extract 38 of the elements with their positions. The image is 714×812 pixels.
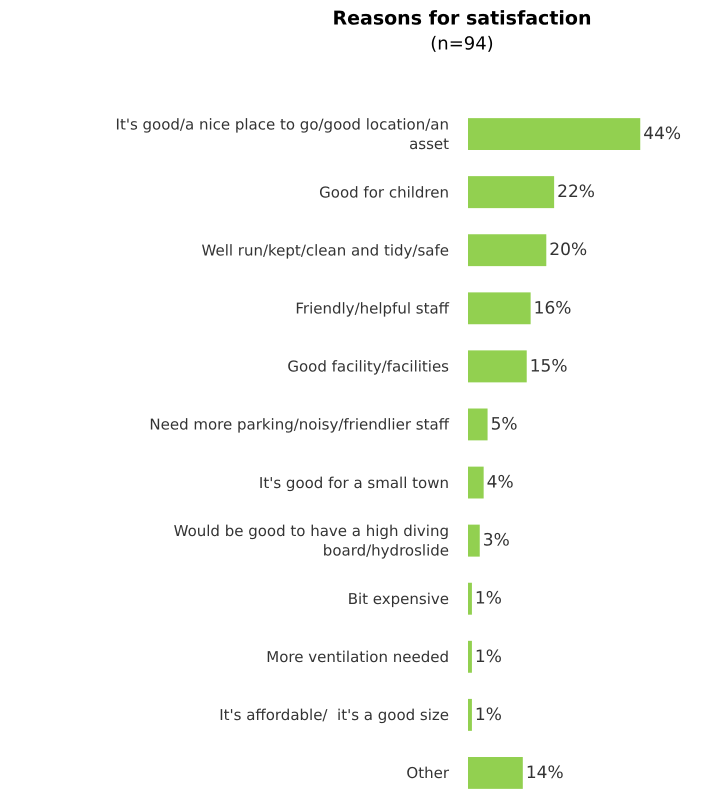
y-tick-label: Friendly/helpful staff [295, 300, 450, 318]
bar [468, 176, 554, 208]
bar [468, 582, 472, 615]
y-tick-label: Would be good to have a high diving board/hydroslide [174, 522, 449, 560]
data-label: 1% [474, 646, 502, 667]
bar [468, 118, 640, 150]
y-tick-label: Good for children [319, 183, 449, 202]
chart-subtitle: (n=94) [430, 33, 494, 54]
data-label: 3% [482, 530, 510, 551]
y-tick-label: Bit expensive [348, 590, 449, 608]
y-tick-label: Other [406, 764, 450, 782]
data-label: 20% [549, 240, 588, 260]
y-tick-label: Good facility/facilities [287, 358, 450, 376]
data-label: 15% [530, 356, 568, 376]
data-label: 5% [490, 414, 518, 434]
bar [468, 350, 527, 382]
data-label: 1% [474, 704, 502, 725]
data-label: 14% [526, 762, 564, 783]
y-tick-label: Need more parking/noisy/friendlier staff [149, 416, 450, 434]
data-label: 44% [643, 124, 682, 144]
bar [468, 292, 531, 324]
bar [468, 234, 546, 266]
y-tick-label: Well run/kept/clean and tidy/safe [202, 241, 449, 260]
data-label: 22% [557, 182, 595, 202]
y-tick-label: It's affordable/ it's a good size [219, 706, 449, 724]
data-label: 4% [486, 472, 514, 493]
bar [468, 756, 523, 789]
bar [468, 408, 488, 440]
bar [468, 524, 480, 557]
bar [468, 466, 484, 499]
y-tick-label: It's good/a nice place to go/good location/an asset [116, 116, 450, 154]
y-tick-label: More ventilation needed [266, 648, 449, 666]
chart-title: Reasons for satisfaction [332, 8, 592, 30]
y-tick-label: It's good for a small town [258, 474, 449, 492]
data-label: 1% [474, 588, 502, 609]
bar [468, 698, 472, 731]
bar [468, 640, 472, 673]
data-label: 16% [534, 298, 572, 318]
